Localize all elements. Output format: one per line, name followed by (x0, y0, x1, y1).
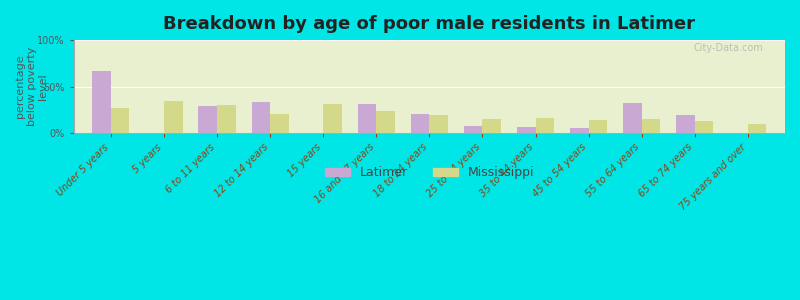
Y-axis label: percentage
below poverty
level: percentage below poverty level (15, 47, 48, 126)
Bar (517, 127, 535, 133)
Bar (570, 128, 589, 133)
Bar (198, 106, 217, 133)
Bar (623, 103, 642, 133)
Bar (694, 121, 714, 133)
Bar (642, 119, 660, 133)
Bar (376, 111, 395, 133)
Text: City-Data.com: City-Data.com (694, 43, 764, 53)
Bar (217, 105, 235, 133)
Title: Breakdown by age of poor male residents in Latimer: Breakdown by age of poor male residents … (163, 15, 695, 33)
Bar (464, 126, 482, 133)
Bar (111, 108, 130, 133)
Bar (323, 104, 342, 133)
Bar (748, 124, 766, 133)
Bar (251, 102, 270, 133)
Bar (164, 100, 182, 133)
Bar (430, 116, 448, 133)
Bar (589, 120, 607, 133)
Bar (358, 104, 376, 133)
Bar (92, 71, 111, 133)
Legend: Latimer, Mississippi: Latimer, Mississippi (319, 161, 539, 184)
Bar (270, 114, 289, 133)
Bar (410, 113, 430, 133)
Bar (535, 118, 554, 133)
Bar (482, 119, 501, 133)
Bar (676, 116, 694, 133)
